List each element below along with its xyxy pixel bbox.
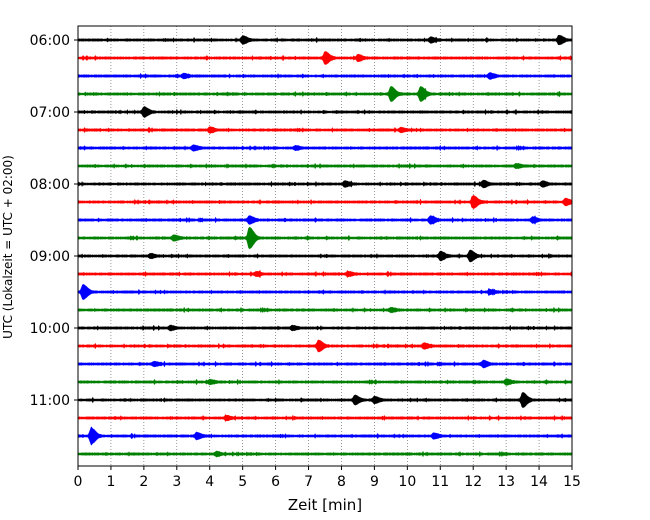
y-tick-label: 07:00 bbox=[30, 105, 70, 121]
y-axis-ticks: 06:00 07:00 08:00 09:00 10:00 11:00 bbox=[30, 33, 78, 409]
x-tick-label: 2 bbox=[139, 474, 148, 490]
y-tick-label: 11:00 bbox=[30, 393, 70, 409]
y-tick-label: 10:00 bbox=[30, 321, 70, 337]
x-tick-label: 5 bbox=[238, 474, 247, 490]
x-tick-label: 14 bbox=[530, 474, 548, 490]
x-tick-label: 8 bbox=[337, 474, 346, 490]
y-tick-label: 09:00 bbox=[30, 249, 70, 265]
plot-frame bbox=[77, 25, 573, 467]
x-axis-label: Zeit [min] bbox=[288, 496, 362, 514]
x-tick-label: 7 bbox=[304, 474, 313, 490]
x-tick-label: 13 bbox=[497, 474, 515, 490]
x-tick-label: 4 bbox=[205, 474, 214, 490]
x-tick-label: 11 bbox=[431, 474, 449, 490]
x-tick-label: 3 bbox=[172, 474, 181, 490]
y-axis-label: UTC (Lokalzeit = UTC + 02:00) bbox=[1, 155, 15, 339]
x-tick-label: 15 bbox=[563, 474, 581, 490]
x-tick-label: 9 bbox=[370, 474, 379, 490]
x-tick-label: 12 bbox=[464, 474, 482, 490]
x-axis-ticks: 0 1 2 3 4 5 6 7 8 9 10 11 12 13 14 15 bbox=[74, 466, 581, 490]
x-tick-label: 10 bbox=[398, 474, 416, 490]
x-tick-label: 0 bbox=[74, 474, 83, 490]
x-grid bbox=[110, 26, 540, 466]
y-tick-label: 08:00 bbox=[30, 177, 70, 193]
y-tick-label: 06:00 bbox=[30, 33, 70, 49]
x-tick-label: 1 bbox=[106, 474, 115, 490]
x-tick-label: 6 bbox=[271, 474, 280, 490]
